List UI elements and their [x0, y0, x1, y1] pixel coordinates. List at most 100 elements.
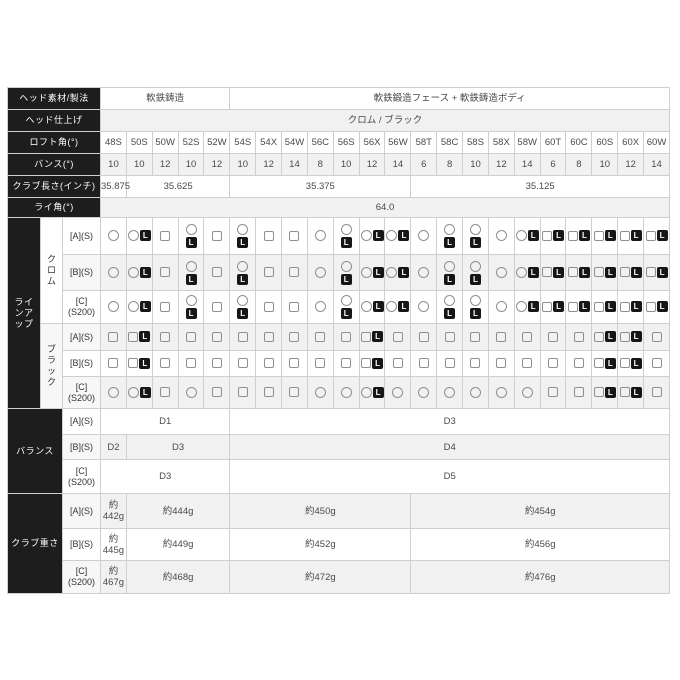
- availability-symbol: [289, 331, 300, 342]
- square-icon: [619, 301, 630, 312]
- circle-icon: [469, 260, 481, 272]
- availability-symbol: L: [593, 357, 616, 369]
- availability-symbol: [469, 386, 481, 398]
- availability-symbol: [444, 386, 456, 398]
- spec-value: 約476g: [410, 560, 670, 594]
- circle-icon: [495, 301, 507, 313]
- square-icon: [263, 358, 274, 369]
- circle-icon: [107, 266, 119, 278]
- availability-symbol: [211, 387, 222, 398]
- availability-symbol: [263, 387, 274, 398]
- table-row: バンス(°) 10 10 12 10 12 10 12 14 8 10 12 14 6 8 10 12 14 6 8 1…: [6, 153, 670, 176]
- availability-symbol: L: [360, 301, 384, 313]
- square-icon: [542, 301, 553, 312]
- availability-cell: L: [617, 350, 645, 377]
- square-icon: [160, 358, 171, 369]
- availability-cell: [487, 323, 515, 351]
- spec-value: 12: [151, 153, 179, 176]
- l-badge-icon: L: [604, 331, 616, 343]
- table-row: ライ角(°) 64.0: [6, 197, 670, 218]
- l-badge-icon: L: [578, 301, 590, 313]
- l-badge-icon: L: [444, 237, 456, 248]
- availability-symbol: L: [386, 230, 410, 242]
- circle-icon: [237, 224, 249, 235]
- availability-symbol: [108, 331, 119, 342]
- spec-value: 10: [125, 153, 153, 176]
- l-badge-icon: L: [340, 273, 352, 285]
- l-badge-icon: L: [527, 301, 539, 313]
- table-row: [B](S) 約445g 約449g 約452g 約456g: [8, 528, 670, 561]
- availability-symbol: L: [619, 266, 642, 278]
- availability-symbol: L: [237, 224, 249, 248]
- availability-cell: L: [591, 376, 619, 409]
- spec-value: 14: [384, 153, 412, 176]
- spec-value: 52W: [203, 131, 231, 154]
- l-badge-icon: L: [372, 357, 384, 369]
- l-badge-icon: L: [553, 230, 565, 242]
- availability-cell: [100, 350, 127, 377]
- availability-cell: L: [643, 254, 670, 291]
- l-badge-icon: L: [630, 230, 642, 242]
- availability-symbol: [522, 358, 533, 369]
- availability-symbol: [263, 331, 274, 342]
- availability-cell: L: [617, 323, 645, 351]
- variant-label: [A](S): [61, 493, 102, 529]
- availability-symbol: L: [593, 331, 616, 343]
- square-icon: [263, 267, 274, 278]
- l-badge-icon: L: [398, 266, 410, 278]
- circle-icon: [515, 301, 527, 313]
- availability-symbol: [185, 386, 197, 398]
- availability-symbol: L: [360, 386, 384, 398]
- availability-symbol: [289, 267, 300, 278]
- availability-symbol: [340, 386, 352, 398]
- circle-icon: [386, 301, 398, 313]
- availability-cell: L: [462, 254, 489, 291]
- availability-cell: [281, 376, 308, 409]
- availability-symbol: [237, 387, 248, 398]
- square-icon: [573, 387, 584, 398]
- square-icon: [645, 301, 656, 312]
- availability-symbol: L: [593, 301, 616, 313]
- square-icon: [211, 267, 222, 278]
- spec-value: D3: [100, 459, 231, 494]
- availability-cell: [229, 323, 257, 351]
- table-row: [C] (S200) 約467g 約468g 約472g 約476g: [8, 560, 670, 594]
- circle-icon: [314, 386, 326, 398]
- availability-symbol: L: [360, 230, 384, 242]
- square-icon: [619, 267, 630, 278]
- availability-cell: [643, 350, 670, 377]
- availability-cell: L: [384, 254, 412, 291]
- l-badge-icon: L: [398, 230, 410, 242]
- circle-icon: [314, 230, 326, 242]
- availability-symbol: [495, 230, 507, 242]
- spec-value: 12: [255, 153, 283, 176]
- square-icon: [289, 301, 300, 312]
- circle-icon: [495, 386, 507, 398]
- square-icon: [542, 230, 553, 241]
- availability-symbol: [289, 358, 300, 369]
- availability-cell: [203, 350, 231, 377]
- availability-symbol: L: [185, 224, 197, 248]
- availability-cell: L: [565, 254, 593, 291]
- availability-cell: L: [565, 217, 593, 255]
- availability-cell: L: [462, 290, 489, 324]
- availability-cell: [306, 254, 334, 291]
- circle-icon: [469, 295, 481, 306]
- spec-value: 約472g: [229, 560, 412, 594]
- spec-value: 58W: [513, 131, 541, 154]
- availability-cell: L: [125, 350, 153, 377]
- spec-value: 約468g: [125, 560, 231, 594]
- availability-symbol: [289, 230, 300, 241]
- l-badge-icon: L: [604, 266, 616, 278]
- availability-cell: [332, 323, 360, 351]
- square-icon: [392, 331, 403, 342]
- availability-cell: L: [617, 290, 645, 324]
- availability-cell: [203, 254, 231, 291]
- circle-icon: [444, 260, 456, 272]
- availability-cell: [384, 323, 412, 351]
- availability-cell: [384, 376, 412, 409]
- availability-cell: L: [358, 376, 386, 409]
- l-badge-icon: L: [444, 273, 456, 285]
- availability-symbol: L: [444, 295, 456, 319]
- availability-symbol: [548, 387, 559, 398]
